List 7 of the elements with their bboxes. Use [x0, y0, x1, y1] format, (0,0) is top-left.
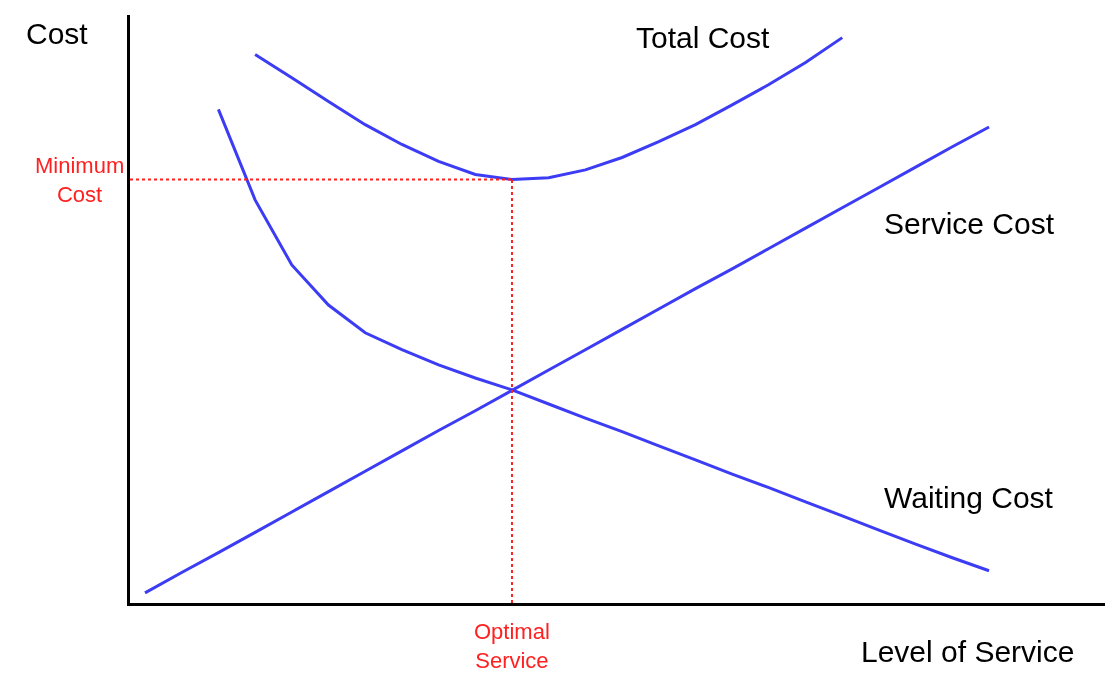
series-label: Service Cost	[884, 207, 1055, 240]
text: Optimal Service	[474, 619, 550, 673]
y-axis-title: Cost	[26, 17, 89, 50]
series-label: Waiting Cost	[884, 481, 1054, 514]
series-label: Total Cost	[636, 21, 771, 54]
ref-line-label: Minimum Cost	[35, 153, 125, 207]
x-axis-title: Level of Service	[861, 635, 1075, 668]
